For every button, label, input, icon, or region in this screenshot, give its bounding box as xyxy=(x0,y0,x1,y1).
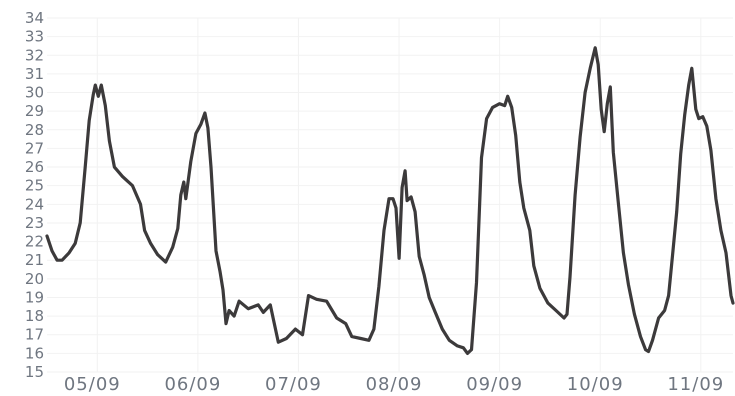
y-tick-label: 28 xyxy=(25,121,44,139)
x-tick-label: 11/09 xyxy=(667,374,724,395)
y-tick-label: 32 xyxy=(25,46,44,64)
x-tick-label: 06/09 xyxy=(164,374,221,395)
y-tick-label: 18 xyxy=(25,307,44,325)
y-tick-label: 22 xyxy=(25,233,44,251)
y-tick-label: 23 xyxy=(25,214,44,232)
x-tick-label: 10/09 xyxy=(567,374,624,395)
y-tick-label: 16 xyxy=(25,344,44,362)
y-tick-label: 30 xyxy=(25,84,44,102)
x-tick-label: 09/09 xyxy=(466,374,523,395)
y-tick-label: 27 xyxy=(25,139,44,157)
y-tick-label: 21 xyxy=(25,251,44,269)
y-tick-label: 19 xyxy=(25,288,44,306)
x-tick-label: 08/09 xyxy=(366,374,423,395)
series-group xyxy=(45,46,735,355)
y-tick-label: 26 xyxy=(25,158,44,176)
y-tick-label: 33 xyxy=(25,28,44,46)
y-tick-label: 24 xyxy=(25,195,44,213)
y-tick-label: 20 xyxy=(25,270,44,288)
y-tick-label: 15 xyxy=(25,363,44,381)
y-tick-label: 29 xyxy=(25,102,44,120)
y-tick-label: 17 xyxy=(25,326,44,344)
grid xyxy=(47,17,733,373)
y-tick-label: 34 xyxy=(25,9,44,27)
x-axis-tick-labels: 05/09 06/09 07/09 08/09 09/09 10/09 11/09 xyxy=(64,374,724,395)
series-line xyxy=(45,46,735,355)
y-tick-label: 25 xyxy=(25,177,44,195)
y-tick-label: 31 xyxy=(25,65,44,83)
x-tick-label: 07/09 xyxy=(265,374,322,395)
x-tick-label: 05/09 xyxy=(64,374,121,395)
